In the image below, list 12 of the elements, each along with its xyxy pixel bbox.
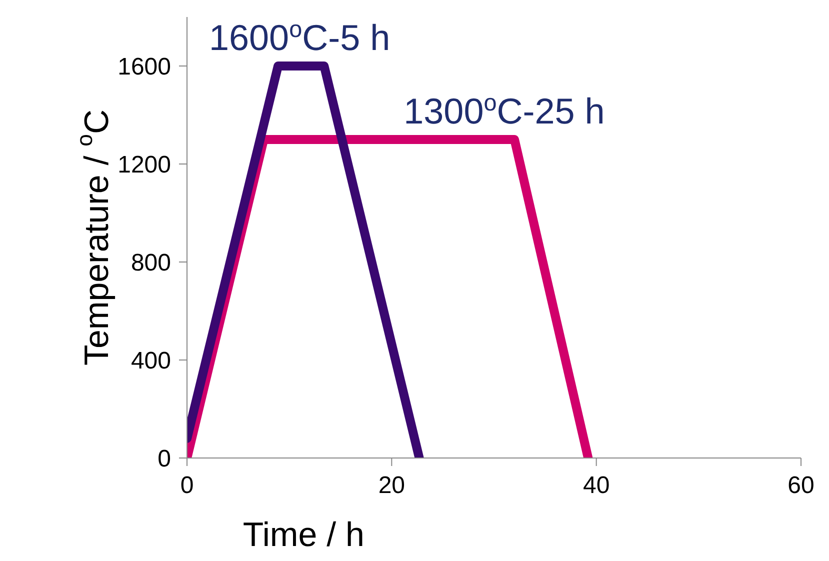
x-axis-title: Time / h [242, 516, 364, 554]
annotation: 1600$^{o}$C-5 h [208, 16, 390, 58]
x-tick-label: 60 [788, 472, 814, 500]
y-tick-label: 800 [130, 250, 171, 277]
y-tick-label: 0 [158, 446, 171, 473]
x-tick-label: 20 [378, 472, 406, 500]
y-tick-label: 400 [130, 348, 171, 375]
x-tick-label: 0 [180, 472, 194, 500]
x-tick-label: 40 [582, 472, 610, 500]
y-tick-label: 1200 [118, 152, 171, 179]
annotation: 1300$^{o}$C-25 h [404, 90, 605, 132]
y-tick-label: 1600 [118, 54, 171, 81]
